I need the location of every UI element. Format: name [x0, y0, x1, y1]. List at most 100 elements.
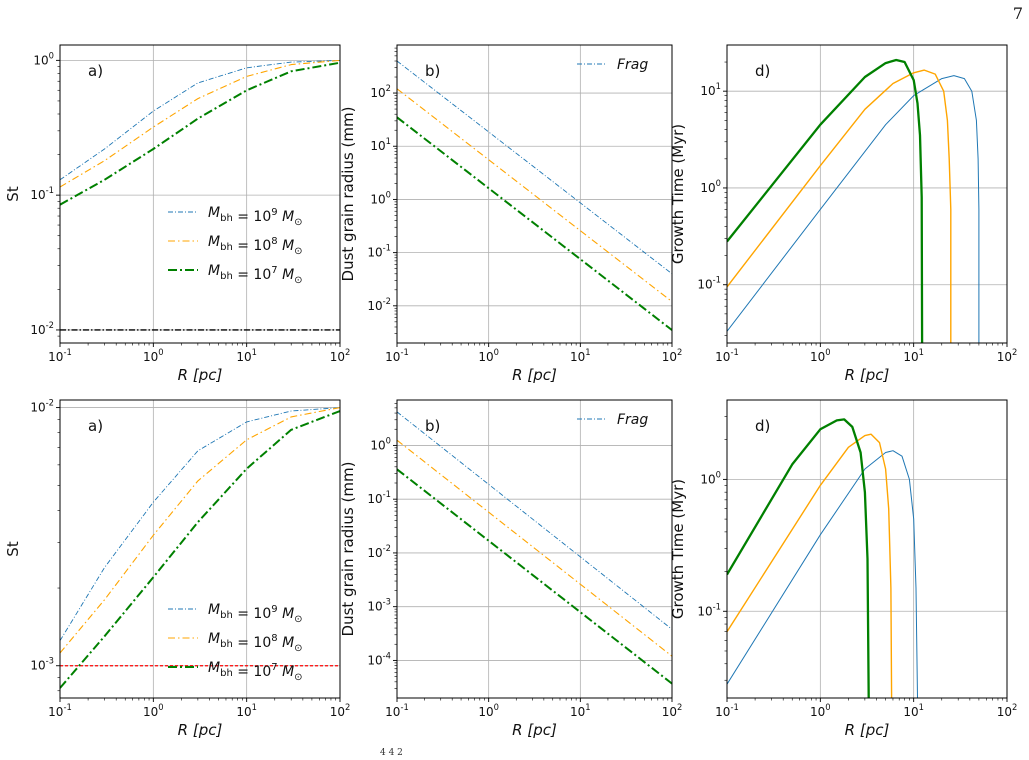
panel-label: a) — [88, 417, 103, 435]
legend-entry-m7: Mbh = 107 M⊙ — [208, 660, 303, 683]
y-tick-label: 10-1 — [30, 185, 54, 202]
chart-panel-4 — [56, 399, 341, 702]
series-line-m7 — [60, 410, 340, 689]
legend-entry-m8: Mbh = 108 M⊙ — [208, 234, 303, 257]
y-tick-label: 101 — [370, 136, 391, 153]
y-tick-label: 10-1 — [697, 601, 721, 618]
plot-frame — [396, 44, 673, 344]
y-tick-label: 10-1 — [697, 275, 721, 292]
plot-frame — [59, 44, 341, 344]
x-axis-label: R [pc] — [845, 366, 890, 384]
x-tick-label: 101 — [236, 347, 257, 364]
x-tick-label: 100 — [810, 702, 831, 719]
plot-frame — [59, 399, 341, 699]
legend-entry-m9: Mbh = 109 M⊙ — [208, 602, 303, 625]
series-line-m7 — [727, 418, 870, 698]
x-tick-label: 102 — [997, 702, 1018, 719]
x-tick-label: 101 — [570, 347, 591, 364]
x-tick-label: 100 — [143, 702, 164, 719]
y-axis-label: St — [4, 541, 22, 557]
x-tick-label: 101 — [236, 702, 257, 719]
caption-fragment: 4 4 2 — [380, 748, 403, 758]
x-axis-label: R [pc] — [178, 366, 223, 384]
x-tick-label: 101 — [570, 702, 591, 719]
x-tick-label: 102 — [662, 702, 683, 719]
x-tick-label: 10-1 — [385, 347, 409, 364]
x-tick-label: 100 — [478, 702, 499, 719]
x-tick-label: 100 — [478, 347, 499, 364]
y-axis-label: St — [4, 186, 22, 202]
chart-panel-6 — [723, 399, 1008, 702]
y-tick-label: 10-2 — [30, 320, 54, 337]
x-axis-label: R [pc] — [845, 721, 890, 739]
y-axis-label: Dust grain radius (mm) — [339, 107, 357, 282]
series-line-m8 — [60, 59, 340, 188]
legend-entry-m8: Mbh = 108 M⊙ — [208, 631, 303, 654]
panel-label: a) — [88, 62, 103, 80]
panel-label: d) — [755, 417, 770, 435]
y-tick-label: 10-2 — [367, 296, 391, 313]
series-line-m9 — [727, 75, 980, 343]
plot-frame — [726, 399, 1008, 699]
x-tick-label: 102 — [330, 702, 351, 719]
y-tick-label: 10-3 — [30, 656, 54, 673]
series-line-m9 — [397, 60, 672, 275]
series-line-m8 — [60, 407, 340, 654]
y-tick-label: 101 — [700, 81, 721, 98]
series-line-m7 — [60, 61, 340, 206]
y-tick-label: 100 — [370, 189, 391, 206]
x-tick-label: 10-1 — [48, 347, 72, 364]
y-axis-label: Dust grain radius (mm) — [339, 462, 357, 637]
legend-entry-m9: Frag — [617, 412, 648, 428]
panel-label: b) — [425, 62, 440, 80]
series-line-m8 — [397, 439, 672, 657]
y-tick-label: 10-1 — [367, 243, 391, 260]
y-tick-label: 100 — [370, 435, 391, 452]
x-tick-label: 102 — [330, 347, 351, 364]
series-line-m9 — [727, 450, 918, 698]
legend-entry-m9: Frag — [617, 57, 648, 73]
legend — [168, 608, 198, 668]
x-tick-label: 100 — [810, 347, 831, 364]
y-tick-label: 10-1 — [367, 489, 391, 506]
series-line-m7 — [397, 468, 672, 685]
legend-entry-m7: Mbh = 107 M⊙ — [208, 263, 303, 286]
y-tick-label: 100 — [700, 469, 721, 486]
chart-panel-5 — [393, 399, 673, 702]
x-axis-label: R [pc] — [512, 366, 557, 384]
panel-label: d) — [755, 62, 770, 80]
x-tick-label: 10-1 — [715, 702, 739, 719]
chart-panel-3 — [723, 44, 1008, 347]
x-tick-label: 10-1 — [48, 702, 72, 719]
x-tick-label: 101 — [903, 702, 924, 719]
y-tick-label: 102 — [370, 83, 391, 100]
series-line-m9 — [60, 407, 340, 641]
series-line-m9 — [397, 411, 672, 630]
y-tick-label: 10-2 — [30, 398, 54, 415]
x-tick-label: 101 — [903, 347, 924, 364]
series-line-m7 — [727, 58, 924, 343]
y-tick-label: 100 — [700, 178, 721, 195]
legend-entry-m9: Mbh = 109 M⊙ — [208, 205, 303, 228]
series-line-m8 — [727, 433, 893, 698]
chart-panel-2 — [393, 44, 673, 347]
plot-frame — [396, 399, 673, 699]
series-line-m8 — [727, 69, 952, 343]
y-tick-label: 10-4 — [367, 650, 391, 667]
chart-panel-1 — [56, 44, 341, 347]
x-tick-label: 100 — [143, 347, 164, 364]
series-line-m9 — [60, 59, 340, 181]
y-tick-label: 10-3 — [367, 597, 391, 614]
x-tick-label: 10-1 — [385, 702, 409, 719]
y-tick-label: 10-2 — [367, 543, 391, 560]
x-tick-label: 102 — [997, 347, 1018, 364]
page-number: 7 — [1012, 4, 1023, 23]
legend — [168, 211, 198, 271]
series-line-m7 — [397, 116, 672, 331]
series-line-m8 — [397, 88, 672, 303]
x-axis-label: R [pc] — [512, 721, 557, 739]
x-tick-label: 10-1 — [715, 347, 739, 364]
y-tick-label: 100 — [33, 50, 54, 67]
y-axis-label: Growth Time (Myr) — [669, 479, 687, 619]
